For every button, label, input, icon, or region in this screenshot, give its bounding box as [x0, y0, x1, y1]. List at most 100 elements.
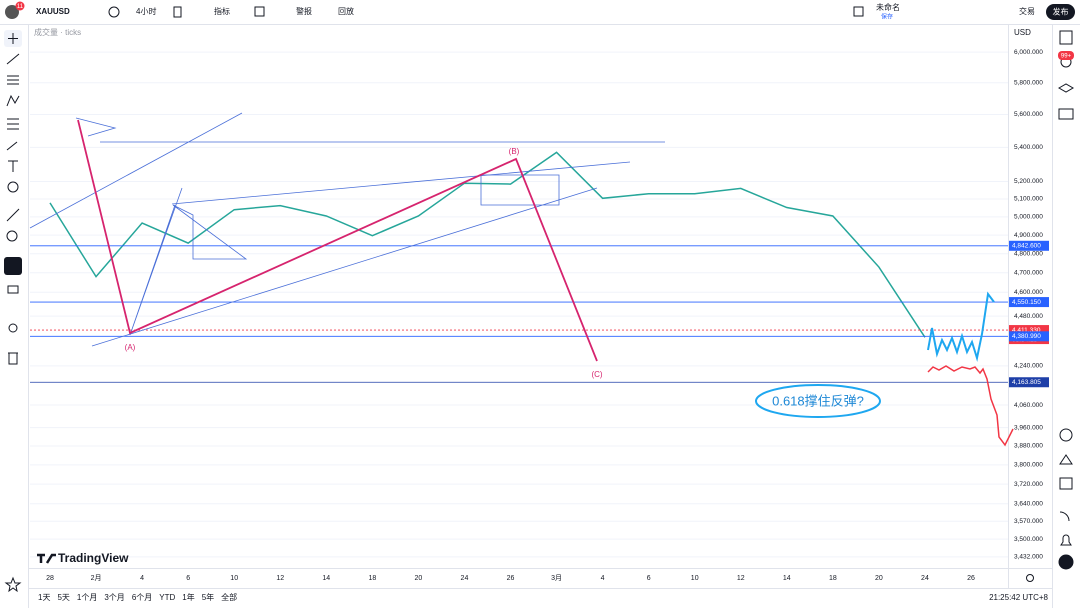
- trade[interactable]: 交易: [1019, 6, 1035, 16]
- drawings: [29, 112, 1014, 447]
- abc-wave: [77, 119, 598, 362]
- icon-tool[interactable]: [7, 181, 19, 193]
- alerts[interactable]: 警报: [296, 6, 312, 16]
- wave-b: (B): [509, 147, 520, 156]
- x-tick-label: 10: [691, 575, 699, 582]
- y-tick-label: 5,600.000: [1014, 111, 1043, 118]
- watermark: TradingView: [58, 551, 129, 565]
- templates[interactable]: [254, 6, 265, 17]
- avatar[interactable]: [5, 5, 19, 19]
- target[interactable]: [1059, 428, 1073, 442]
- y-tick-label: 3,640.000: [1014, 500, 1043, 507]
- price-line: [49, 151, 926, 338]
- publish-button[interactable]: [1046, 4, 1075, 20]
- x-tick-label: 6: [647, 575, 651, 582]
- x-tick-label: 10: [230, 575, 238, 582]
- x-tick-label: 28: [46, 575, 54, 582]
- watchlist[interactable]: [1059, 30, 1073, 45]
- range-button[interactable]: 5天: [57, 593, 69, 602]
- zoom-tool[interactable]: [6, 230, 18, 242]
- y-tick-label: 4,600.000: [1014, 289, 1043, 296]
- replay[interactable]: 回放: [338, 6, 354, 16]
- layers[interactable]: [1057, 83, 1075, 93]
- cursor-tool[interactable]: [8, 33, 18, 44]
- x-tick-label: 26: [967, 575, 975, 582]
- range-button[interactable]: 1个月: [77, 593, 97, 602]
- measure-tool[interactable]: [6, 208, 20, 222]
- x-tick-label: 4: [601, 575, 605, 582]
- range-button[interactable]: 6个月: [132, 593, 152, 602]
- right-tools: [1057, 30, 1075, 570]
- callout: [755, 384, 881, 418]
- layout-name[interactable]: 未命名: [876, 2, 900, 12]
- y-tick-label: 3,500.000: [1014, 536, 1043, 543]
- range-button[interactable]: 1年: [182, 592, 194, 602]
- range-button[interactable]: 1天: [38, 593, 50, 602]
- ideas[interactable]: [1059, 454, 1073, 465]
- price-level-label: 4,163.805: [1012, 379, 1041, 386]
- x-tick-label: 3月: [551, 574, 562, 582]
- calendar[interactable]: [1059, 477, 1073, 490]
- chat[interactable]: [1058, 108, 1074, 120]
- bullish-forecast: [927, 291, 995, 362]
- hide-tool[interactable]: [8, 323, 18, 333]
- y-tick-label: 3,960.000: [1014, 424, 1043, 431]
- x-tick-label: 12: [276, 575, 284, 582]
- price-level-label: 4,550.150: [1012, 299, 1041, 306]
- pattern-tool[interactable]: [6, 94, 20, 107]
- range-button[interactable]: 全部: [221, 592, 237, 602]
- magnet-tool[interactable]: [4, 257, 22, 275]
- lock-tool[interactable]: [7, 285, 19, 294]
- volume-legend: 成交量 · ticks: [34, 27, 81, 37]
- range-button[interactable]: 5年: [202, 592, 214, 602]
- range-button[interactable]: YTD: [159, 593, 175, 602]
- clock: 21:25:42 UTC+8: [989, 593, 1048, 602]
- drawing-tools: [4, 30, 22, 593]
- x-tick-label: 2月: [91, 574, 102, 582]
- plot: [30, 51, 1008, 558]
- badge-bg: [1058, 51, 1074, 60]
- y-tick-label: 3,570.000: [1014, 518, 1043, 525]
- price-level-label: 4,411.330: [1012, 327, 1041, 334]
- help[interactable]: [1058, 554, 1074, 570]
- fib-tool[interactable]: [7, 75, 19, 85]
- y-tick-label: 4,240.000: [1014, 363, 1043, 370]
- y-tick-label: 5,100.000: [1014, 196, 1043, 203]
- x-tick-label: 12: [737, 575, 745, 582]
- projection-tool[interactable]: [7, 118, 19, 130]
- text-tool[interactable]: [8, 160, 18, 172]
- brush-tool[interactable]: [6, 141, 18, 151]
- layout-checkbox[interactable]: [853, 6, 864, 17]
- y-tick-label: 3,880.000: [1014, 443, 1043, 450]
- y-tick-label: 4,700.000: [1014, 270, 1043, 277]
- x-tick-label: 18: [368, 575, 376, 582]
- axis-settings[interactable]: [1026, 574, 1034, 582]
- callout-text: 0.618撑住反弹?: [772, 393, 864, 408]
- price-level-box: [1009, 325, 1049, 336]
- symbol[interactable]: XAUUSD: [36, 7, 70, 16]
- x-tick-label: 24: [461, 575, 469, 582]
- y-tick-label: 5,200.000: [1014, 178, 1043, 185]
- wave-a: (A): [125, 343, 136, 352]
- range-button[interactable]: 3个月: [104, 593, 124, 602]
- avatar-badge: 11: [17, 4, 24, 10]
- favorites[interactable]: [4, 576, 22, 593]
- logo: [37, 553, 56, 564]
- trendline-tool[interactable]: [6, 53, 20, 65]
- x-tick-label: 20: [875, 575, 883, 582]
- currency: USD: [1014, 28, 1031, 37]
- y-tick-label: 3,432.000: [1014, 554, 1043, 561]
- stream[interactable]: [1059, 511, 1070, 522]
- x-tick-label: 4: [140, 575, 144, 582]
- save-status: 保存: [881, 13, 893, 21]
- indicators[interactable]: 指标: [214, 6, 230, 16]
- add-symbol[interactable]: [108, 6, 120, 18]
- delete-tool[interactable]: [8, 352, 18, 365]
- notifications[interactable]: [1060, 534, 1072, 546]
- y-tick-label: 3,720.000: [1014, 481, 1043, 488]
- interval[interactable]: 4小时: [136, 6, 156, 16]
- chart-style[interactable]: [173, 6, 182, 18]
- price-level-box: [1009, 240, 1049, 251]
